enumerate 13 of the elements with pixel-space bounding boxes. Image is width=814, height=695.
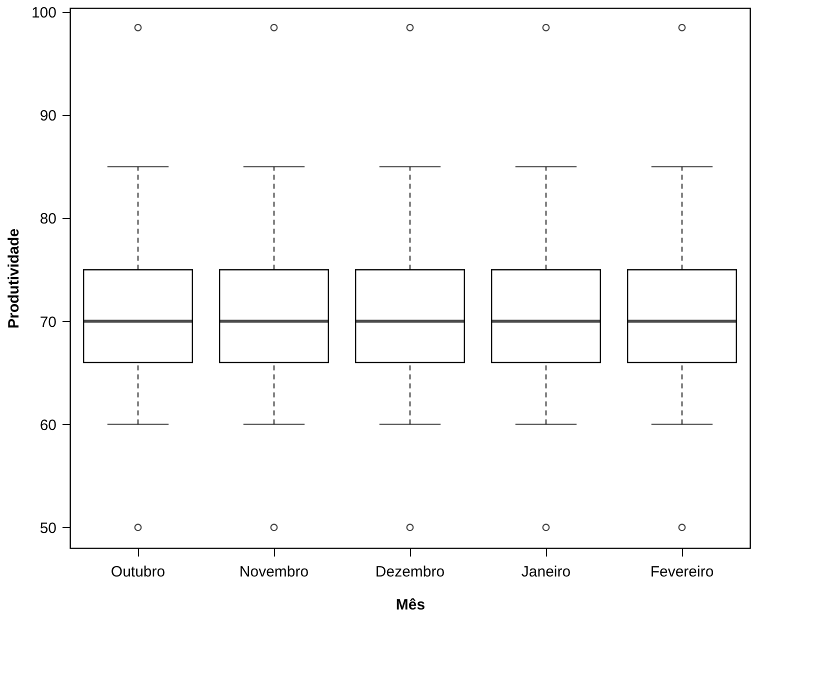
x-tick-label: Fevereiro: [650, 564, 714, 580]
x-tick-label: Outubro: [110, 564, 166, 580]
y-axis-title: Produtividade: [5, 228, 22, 329]
y-tick-label: 60: [40, 416, 56, 434]
x-axis-title: Mês: [396, 596, 426, 614]
x-tick-label: Janeiro: [521, 564, 571, 580]
y-tick-label: 80: [40, 210, 56, 228]
y-tick-label: 90: [40, 108, 56, 125]
x-tick-label: Dezembro: [375, 564, 445, 580]
y-tick-label: 100: [31, 4, 56, 22]
y-tick-label: 70: [40, 314, 56, 331]
y-tick-label: 50: [40, 520, 56, 537]
x-tick-label: Novembro: [239, 564, 309, 580]
